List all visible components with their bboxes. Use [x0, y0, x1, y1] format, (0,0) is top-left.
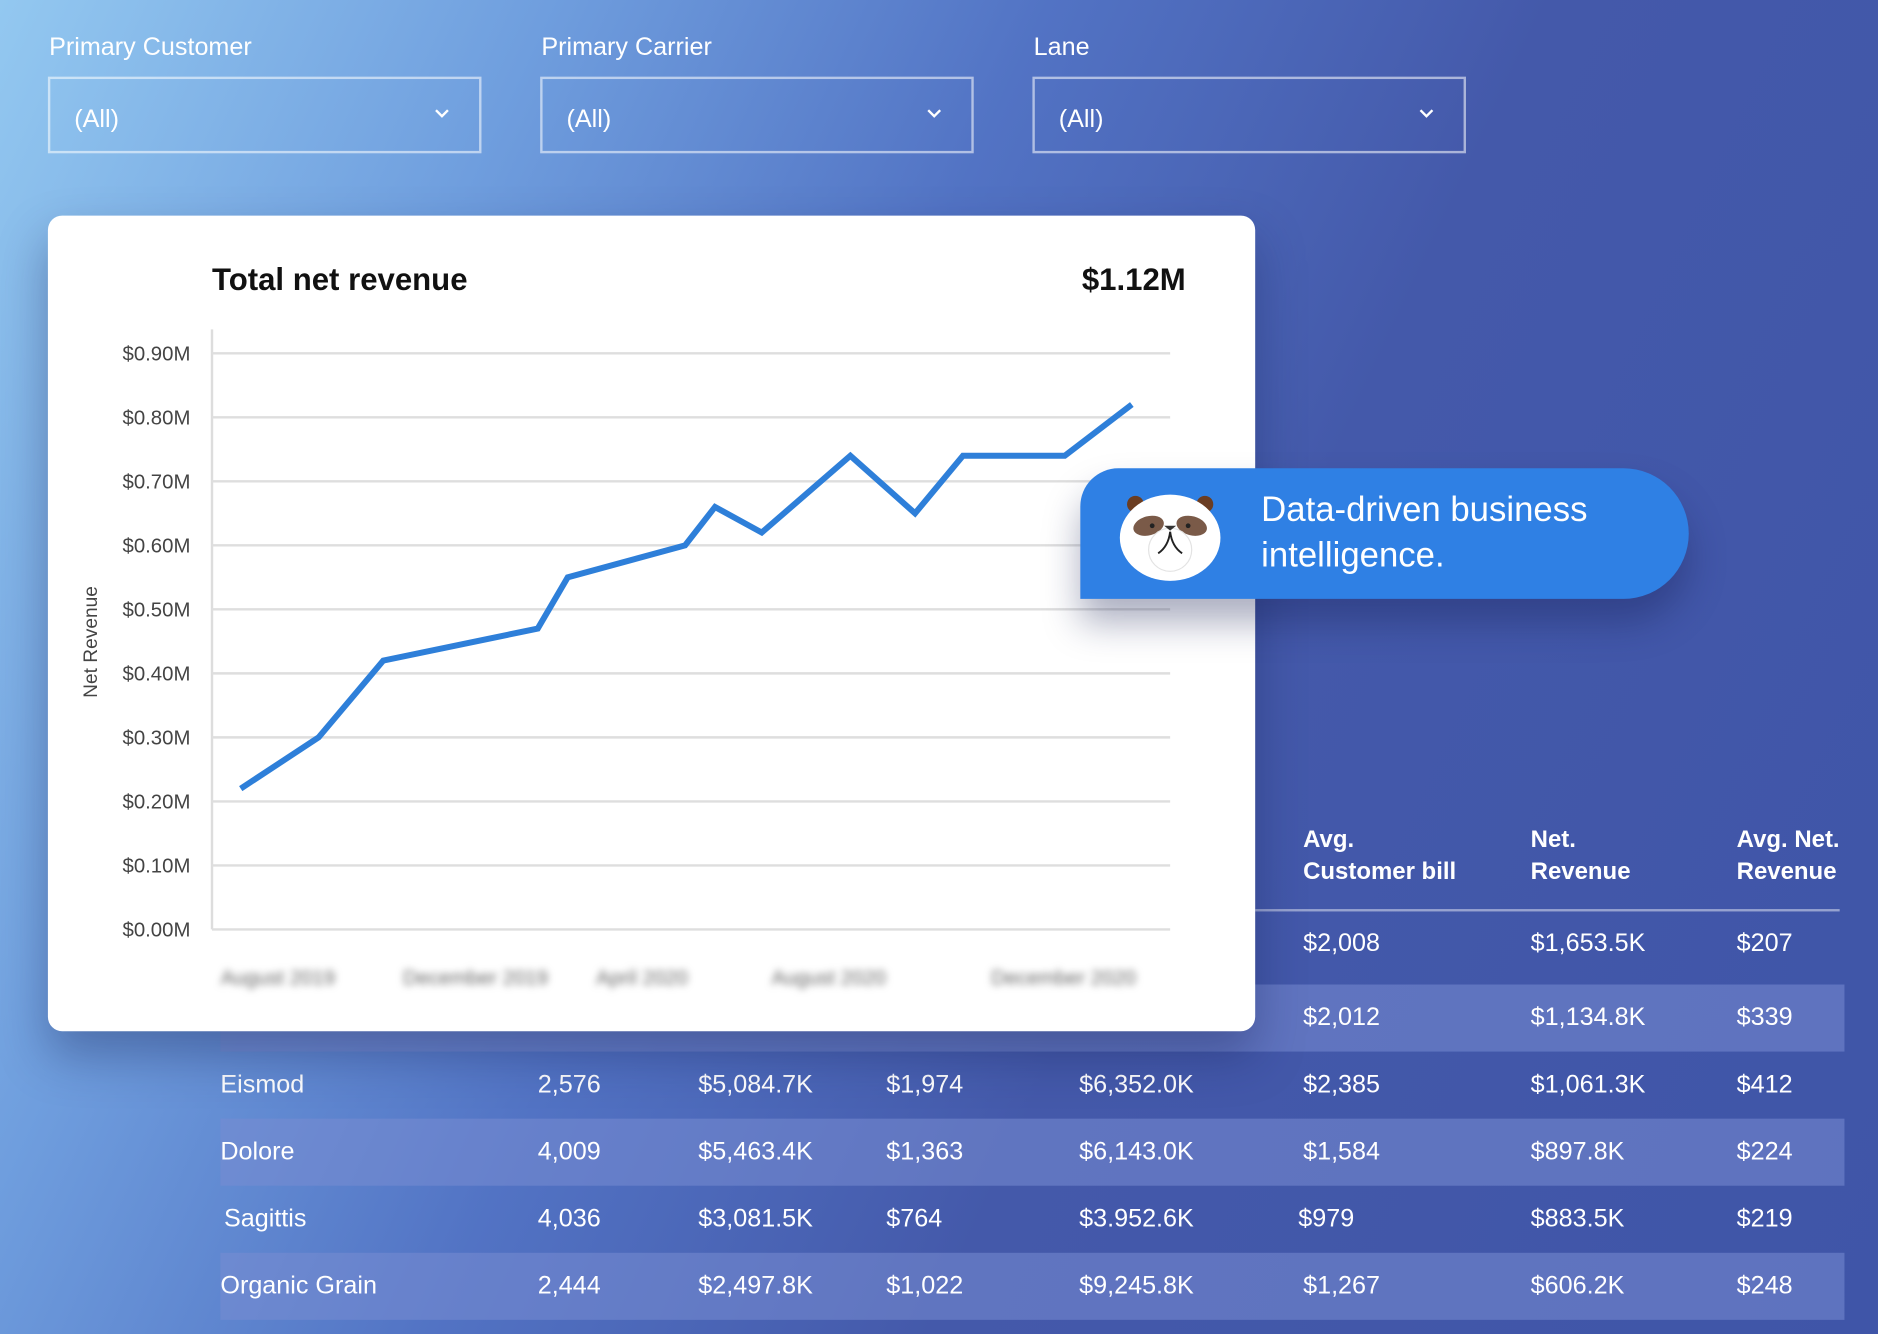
- y-tick-label: $0.60M: [123, 536, 191, 558]
- table-cell: 2,576: [537, 1070, 601, 1099]
- dropdown-value: (All): [74, 105, 119, 133]
- table-cell: $5,084.7K: [698, 1070, 813, 1099]
- y-tick-label: $0.10M: [123, 856, 191, 878]
- table-cell: $224: [1736, 1137, 1793, 1166]
- table-cell: $1,267: [1303, 1271, 1381, 1300]
- y-tick-label: $0.80M: [123, 408, 191, 430]
- y-axis-title: Net Revenue: [81, 586, 102, 698]
- table-cell: $979: [1298, 1204, 1355, 1233]
- dropdown-value: (All): [566, 105, 612, 133]
- chevron-down-icon: [1419, 109, 1434, 118]
- x-tick-label: April 2020: [596, 968, 688, 990]
- table-cell: $2,012: [1303, 1003, 1381, 1032]
- table-cell: $2,497.8K: [698, 1271, 813, 1300]
- table-cell: $1,363: [886, 1137, 964, 1166]
- table-cell: $897.8K: [1530, 1137, 1625, 1166]
- header-line: Avg.: [1303, 826, 1355, 853]
- dropdown-value: (All): [1058, 105, 1104, 133]
- header-line: Customer bill: [1303, 858, 1457, 886]
- card-total: $1.12M: [1081, 261, 1186, 298]
- primary-customer-dropdown[interactable]: (All): [47, 76, 482, 154]
- table-cell: $2,385: [1303, 1070, 1381, 1099]
- table-cell: $6,143.0K: [1079, 1137, 1194, 1166]
- header-line: Net.: [1530, 826, 1576, 853]
- filter-label: Primary Customer: [49, 33, 252, 62]
- x-tick-label: August 2020: [772, 968, 886, 990]
- table-row[interactable]: Dolore 4,009 $5,463.4K $1,363 $6,143.0K $1,58…: [220, 1118, 1845, 1186]
- y-tick-label: $0.20M: [123, 792, 191, 814]
- table-cell: $1,653.5K: [1530, 929, 1646, 957]
- table-row[interactable]: Organic Grain 2,444 $2,497.8K $1,022 $9,245.…: [220, 1252, 1845, 1320]
- table-row[interactable]: $2,008 $1,653.5K $207: [220, 910, 1844, 984]
- table-cell: $412: [1736, 1070, 1793, 1099]
- table-row[interactable]: Sagittis 4,036 $3,081.5K $764 $3.952.6K $979 $…: [220, 1186, 1844, 1253]
- y-tick-label: $0.70M: [123, 472, 191, 494]
- filter-primary-customer: Primary Customer (All): [47, 33, 482, 154]
- header-divider: [1255, 909, 1840, 912]
- y-tick-label: $0.30M: [123, 728, 191, 750]
- lane-dropdown[interactable]: (All): [1032, 76, 1466, 154]
- filter-primary-carrier: Primary Carrier (All): [540, 34, 974, 154]
- table-cell: 4,036: [537, 1204, 601, 1233]
- y-tick-label: $0.90M: [123, 344, 191, 366]
- column-header[interactable]: Avg. Customer bill: [1303, 824, 1456, 889]
- table-cell: Dolore: [220, 1137, 295, 1166]
- table-cell: $3.952.6K: [1079, 1204, 1194, 1233]
- header-line: Revenue: [1736, 858, 1837, 886]
- tagline-bubble: Data-driven business intelligence.: [1080, 468, 1689, 599]
- primary-carrier-dropdown[interactable]: (All): [540, 76, 974, 154]
- table-cell: $248: [1736, 1271, 1793, 1300]
- table-cell: $6,352.0K: [1079, 1070, 1194, 1099]
- table-cell: $1,584: [1303, 1137, 1381, 1166]
- table-cell: $3,081.5K: [698, 1204, 813, 1233]
- table-cell: Eismod: [220, 1070, 305, 1099]
- table-cell: $207: [1736, 929, 1793, 957]
- header-line: Avg. Net.: [1736, 826, 1840, 853]
- filter-label: Lane: [1033, 33, 1090, 62]
- table-cell: $2,008: [1303, 929, 1381, 957]
- table-cell: Sagittis: [223, 1204, 307, 1233]
- tagline-text: Data-driven business intelligence.: [1261, 487, 1587, 578]
- x-tick-label: August 2019: [221, 968, 335, 990]
- table-cell: $606.2K: [1530, 1271, 1625, 1300]
- table-cell: 4,009: [537, 1137, 601, 1166]
- table-cell: $1,134.8K: [1530, 1003, 1646, 1032]
- table-cell: $1,022: [886, 1271, 964, 1300]
- table-cell: $1,061.3K: [1530, 1070, 1646, 1099]
- table-cell: $219: [1736, 1204, 1793, 1233]
- net-revenue-chart: $0.00M $0.10M $0.20M $0.30M $0.40M $0.50M $0.6…: [81, 329, 1171, 990]
- filter-label: Primary Carrier: [541, 33, 712, 62]
- x-tick-label: December 2020: [991, 968, 1136, 990]
- column-header[interactable]: Avg. Net. Revenue: [1737, 824, 1840, 889]
- y-tick-label: $0.00M: [123, 920, 191, 942]
- table-cell: $9,245.8K: [1079, 1271, 1194, 1300]
- table-cell: $764: [886, 1204, 943, 1233]
- table-cell: $1,974: [886, 1070, 964, 1099]
- panda-mascot-icon: [1119, 494, 1221, 581]
- x-tick-label: December 2019: [403, 968, 548, 990]
- tagline-line-2: intelligence.: [1261, 536, 1445, 575]
- y-tick-label: $0.50M: [123, 600, 191, 622]
- filter-lane: Lane (All): [1032, 34, 1466, 154]
- table-cell: $883.5K: [1530, 1204, 1625, 1233]
- tagline-line-1: Data-driven business: [1261, 491, 1588, 530]
- column-header[interactable]: Net. Revenue: [1531, 824, 1631, 889]
- table-cell: $339: [1736, 1003, 1793, 1032]
- y-tick-label: $0.40M: [123, 664, 191, 686]
- net-revenue-card: Total net revenue $1.12M $0.00M $0.10M $0.…: [47, 215, 1256, 1032]
- table-cell: Organic Grain: [220, 1271, 377, 1300]
- table-row[interactable]: Eismod 2,576 $5,084.7K $1,974 $6,352.0K $2,38…: [220, 1052, 1844, 1119]
- table-cell: 2,444: [537, 1271, 601, 1300]
- table-cell: $5,463.4K: [698, 1137, 813, 1166]
- net-revenue-line: [239, 402, 1134, 792]
- header-line: Revenue: [1530, 858, 1631, 886]
- chevron-down-icon: [927, 109, 942, 118]
- card-title: Total net revenue: [211, 261, 468, 298]
- chevron-down-icon: [435, 109, 449, 118]
